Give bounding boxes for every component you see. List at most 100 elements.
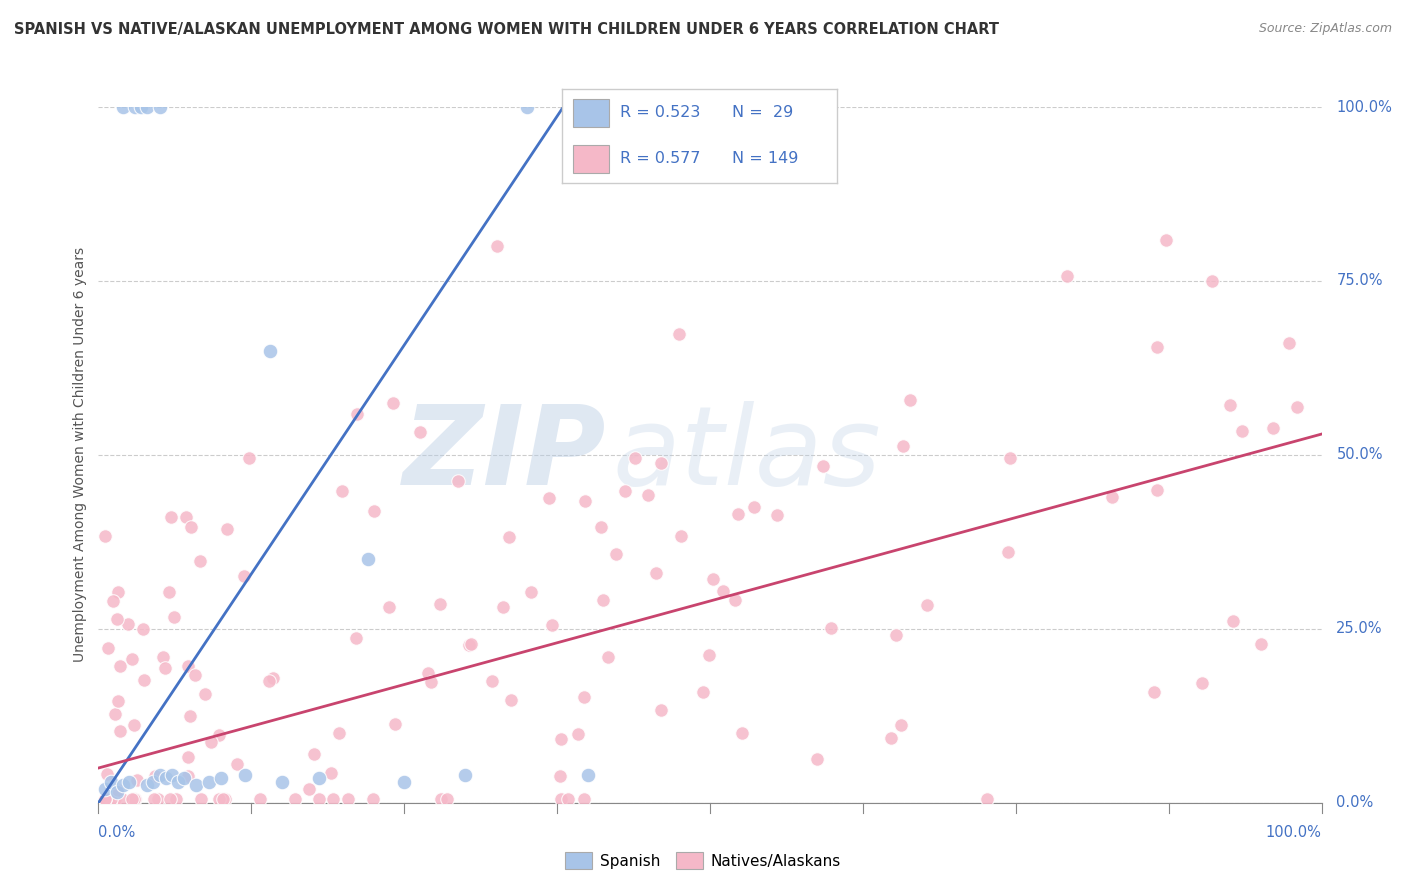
Point [430, 792, 453, 806]
Point [162, 609, 184, 624]
Text: 0.0%: 0.0% [98, 825, 135, 840]
Point [346, 407, 368, 421]
Point [520, 585, 543, 599]
Point [328, 725, 350, 739]
Point [121, 792, 143, 806]
Text: 0.0%: 0.0% [1336, 796, 1374, 810]
Text: N = 149: N = 149 [733, 152, 799, 167]
Point [576, 768, 599, 782]
Point [132, 622, 155, 636]
Point [976, 792, 998, 806]
Text: 100.0%: 100.0% [1336, 100, 1392, 114]
Point [117, 616, 139, 631]
Point [460, 638, 482, 652]
Point [650, 456, 672, 470]
Point [702, 572, 724, 586]
Point [136, 778, 159, 792]
Text: R = 0.577: R = 0.577 [620, 152, 700, 167]
Point [1278, 336, 1301, 351]
Point [197, 775, 219, 789]
Point [302, 747, 325, 762]
Point [124, 792, 146, 806]
Text: atlas: atlas [612, 401, 880, 508]
Point [107, 584, 129, 599]
Point [898, 392, 921, 407]
Point [208, 728, 231, 742]
Point [330, 484, 353, 499]
Point [744, 500, 766, 514]
Point [418, 665, 440, 680]
Point [765, 508, 787, 522]
Point [125, 773, 148, 788]
Point [1261, 421, 1284, 435]
Point [188, 553, 211, 567]
Point [142, 775, 165, 789]
Point [384, 717, 406, 731]
Point [214, 792, 236, 806]
Point [105, 785, 128, 799]
Text: R = 0.523: R = 0.523 [620, 104, 700, 120]
Point [134, 673, 156, 687]
Point [284, 792, 307, 806]
Point [614, 484, 637, 499]
Bar [574, 98, 609, 127]
Point [884, 628, 907, 642]
Point [363, 503, 385, 517]
Point [605, 548, 627, 562]
Point [890, 718, 912, 732]
Point [592, 593, 614, 607]
Point [93, 792, 115, 806]
Legend: Spanish, Natives/Alaskans: Spanish, Natives/Alaskans [558, 846, 848, 875]
Point [382, 396, 405, 410]
Point [194, 687, 217, 701]
Point [820, 621, 842, 635]
Point [149, 768, 172, 782]
Point [806, 752, 828, 766]
Point [93, 792, 115, 806]
Point [356, 552, 378, 566]
Point [550, 792, 572, 806]
Point [429, 597, 451, 611]
Text: ZIP: ZIP [402, 401, 606, 508]
Text: 100.0%: 100.0% [1265, 825, 1322, 840]
Point [408, 425, 430, 439]
Point [1286, 400, 1309, 414]
Point [598, 650, 620, 665]
Point [723, 593, 745, 607]
Point [997, 545, 1019, 559]
Point [157, 584, 180, 599]
Text: N =  29: N = 29 [733, 104, 793, 120]
Point [107, 783, 129, 797]
Point [308, 791, 330, 805]
Point [160, 510, 183, 524]
Point [149, 100, 172, 114]
Text: SPANISH VS NATIVE/ALASKAN UNEMPLOYMENT AMONG WOMEN WITH CHILDREN UNDER 6 YEARS C: SPANISH VS NATIVE/ALASKAN UNEMPLOYMENT A… [14, 22, 1000, 37]
Point [541, 618, 564, 632]
Point [212, 792, 235, 806]
Point [492, 600, 515, 615]
Point [692, 684, 714, 698]
Point [1101, 490, 1123, 504]
Point [129, 100, 152, 114]
Point [308, 772, 330, 786]
Point [262, 671, 284, 685]
Point [457, 639, 479, 653]
Point [270, 775, 294, 789]
Point [143, 768, 166, 782]
Point [550, 732, 572, 747]
Point [1154, 233, 1177, 247]
Point [159, 792, 181, 806]
Point [167, 775, 190, 789]
Point [146, 792, 169, 806]
Point [122, 792, 145, 806]
Point [1232, 424, 1254, 438]
Point [623, 451, 645, 466]
Point [249, 792, 271, 806]
Point [637, 488, 659, 502]
Text: 25.0%: 25.0% [1336, 622, 1384, 636]
Point [183, 667, 205, 681]
Point [93, 529, 115, 543]
Point [111, 778, 134, 792]
Point [731, 725, 754, 739]
Point [186, 778, 208, 792]
